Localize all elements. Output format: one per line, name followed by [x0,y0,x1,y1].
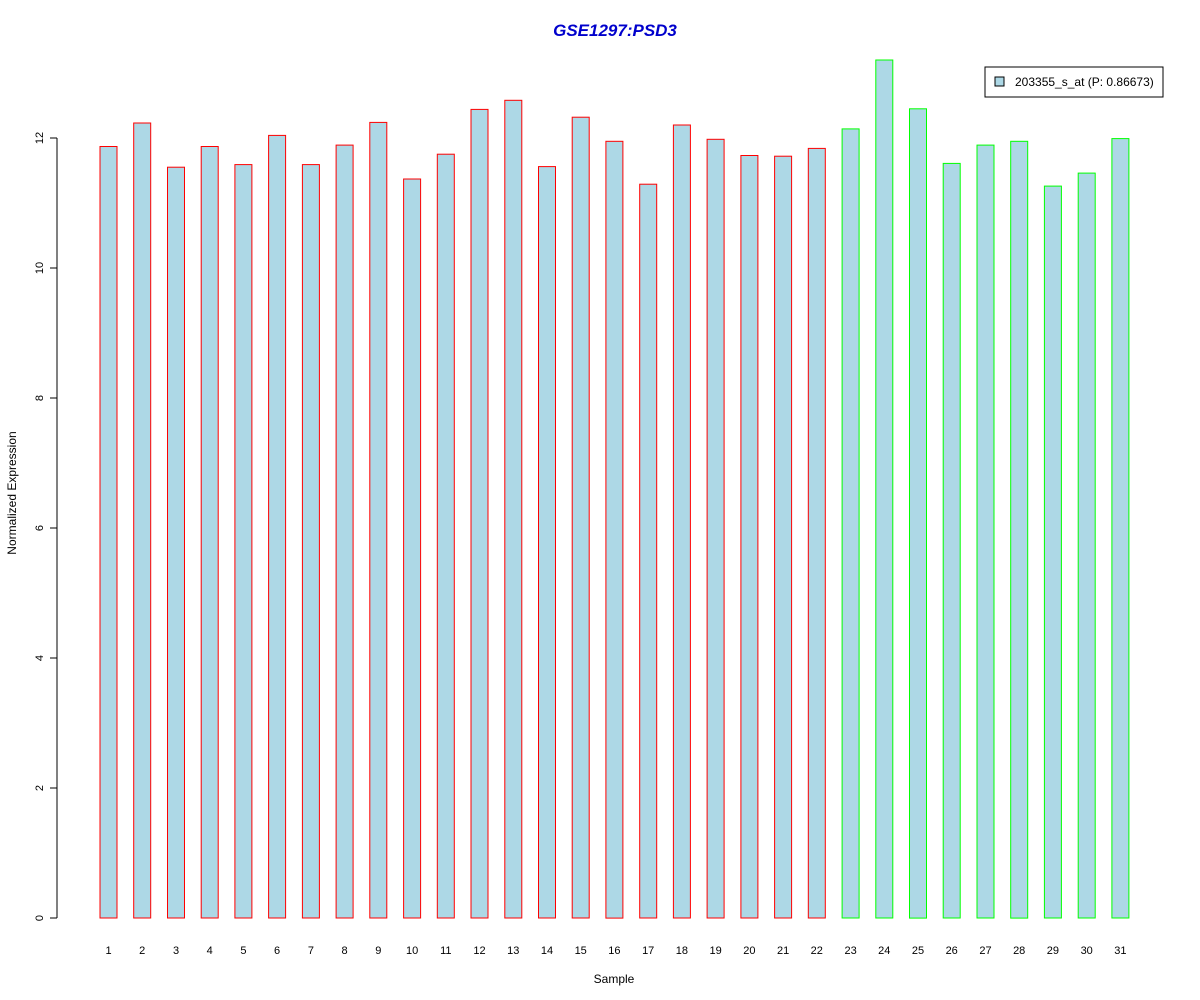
bar-sample-14 [538,166,556,919]
x-tick-label: 15 [575,945,587,957]
x-tick-label: 23 [844,945,856,957]
x-tick-label: 28 [1013,945,1025,957]
x-tick-label: 12 [473,945,485,957]
x-tick-label: 30 [1081,945,1093,957]
x-tick-label: 14 [541,945,553,957]
bar-sample-15 [571,116,590,919]
legend-swatch [994,76,1005,87]
y-tick-label: 8 [34,395,46,401]
x-tick-label: 17 [642,945,654,957]
bar-sample-17 [639,183,658,919]
x-tick-label: 19 [709,945,721,957]
x-axis-label: Sample [594,972,635,986]
x-tick-label: 3 [173,945,179,957]
bar-sample-21 [774,155,793,919]
bar-sample-12 [470,108,489,919]
bar-sample-4 [200,146,219,919]
x-tick-labels: 1 2 3 4 5 6 7 8 9 10 11 12 13 14 15 16 17 18 19 20 21 22 23 24 2… [105,945,1126,957]
bar-sample-24 [875,59,894,919]
x-tick-label: 20 [743,945,755,957]
x-tick-label: 22 [811,945,823,957]
bar-sample-16 [605,140,624,919]
bar-sample-9 [369,121,388,919]
x-tick-label: 1 [105,945,111,957]
x-tick-label: 7 [308,945,314,957]
bar-sample-31 [1111,138,1130,919]
x-tick-label: 31 [1114,945,1126,957]
bar-sample-10 [403,178,422,919]
bar-sample-19 [706,138,725,919]
x-tick-label: 13 [507,945,519,957]
bar-sample-20 [740,155,759,919]
bar-sample-18 [672,124,691,919]
x-tick-label: 8 [342,945,348,957]
y-tick-label: 0 [34,915,46,921]
y-tick-label: 12 [34,132,46,144]
legend: 203355_s_at (P: 0.86673) [984,66,1164,98]
y-tick-label: 6 [34,525,46,531]
bar-sample-13 [504,99,523,919]
bar-sample-1 [99,146,118,919]
x-tick-label: 29 [1047,945,1059,957]
bar-sample-3 [167,166,185,919]
x-tick-label: 26 [946,945,958,957]
y-axis-label: Normalized Expression [5,431,19,554]
legend-entry-label: 203355_s_at (P: 0.86673) [1015,75,1154,89]
legend-box [984,66,1164,98]
bar-sample-23 [841,128,860,919]
bar-sample-8 [335,144,354,919]
x-tick-label: 11 [440,945,451,957]
x-tick-label: 2 [139,945,145,957]
x-tick-label: 25 [912,945,924,957]
y-tick-label: 4 [34,655,46,661]
bar-sample-28 [1010,140,1029,919]
y-axis: 0 2 4 6 8 10 12 [34,132,58,921]
bar-sample-26 [942,162,961,919]
bar-sample-11 [436,153,455,919]
x-tick-label: 16 [608,945,620,957]
bar-sample-25 [909,108,927,919]
x-tick-label: 21 [777,945,789,957]
x-tick-label: 24 [878,945,890,957]
bar-sample-2 [133,122,152,919]
x-tick-label: 10 [406,945,418,957]
chart-title: GSE1297:PSD3 [553,21,677,40]
y-tick-label: 2 [34,785,46,791]
bar-sample-22 [807,147,826,919]
bar-sample-7 [301,164,320,919]
x-tick-label: 27 [979,945,991,957]
y-tick-label: 10 [34,262,46,274]
bar-sample-6 [268,134,287,919]
x-tick-label: 5 [240,945,246,957]
x-tick-label: 18 [676,945,688,957]
x-tick-label: 4 [207,945,213,957]
bar-sample-5 [234,164,253,919]
x-tick-label: 6 [274,945,280,957]
bar-sample-27 [976,144,995,919]
bar-sample-29 [1043,185,1062,919]
x-tick-label: 9 [375,945,381,957]
bars [99,59,1130,919]
bar-sample-30 [1077,172,1096,919]
